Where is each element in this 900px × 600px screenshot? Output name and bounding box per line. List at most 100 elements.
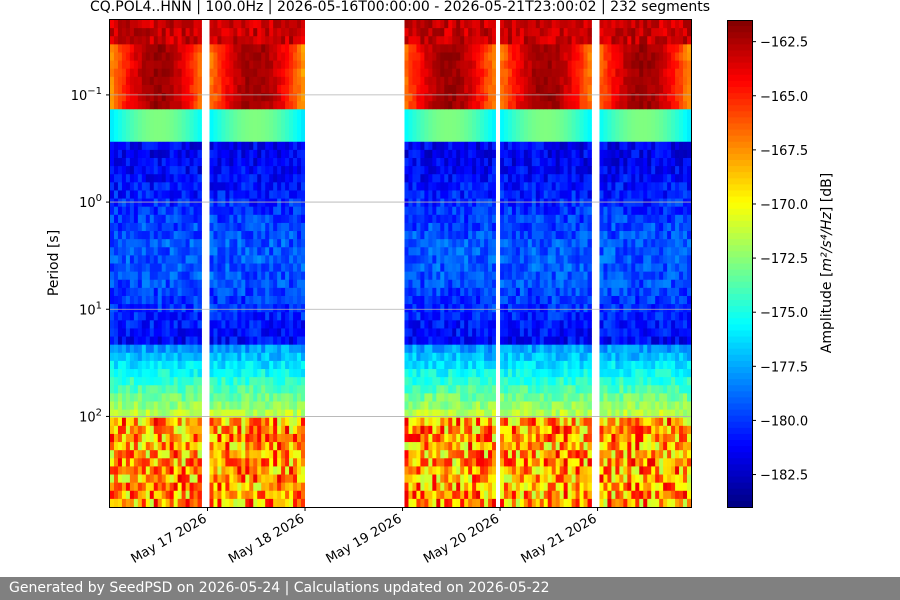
colorbar-segment <box>727 470 752 478</box>
colorbar-segment <box>727 123 752 131</box>
colorbar-segment <box>727 312 752 319</box>
colorbar-segment <box>727 117 752 124</box>
colorbar-segment <box>727 26 752 33</box>
x-tick-label: May 21 2026 <box>519 511 600 566</box>
colorbar-segment <box>727 348 752 356</box>
colorbar-segment <box>727 391 752 398</box>
colorbar-segment <box>727 464 752 471</box>
colorbar-segment <box>727 32 752 39</box>
colorbar-segment <box>727 446 752 453</box>
colorbar-segment <box>727 427 752 435</box>
colorbar-segment <box>727 208 752 216</box>
x-tick-label: May 20 2026 <box>421 511 502 566</box>
plot-frame <box>109 19 692 508</box>
colorbar-segment <box>727 105 752 112</box>
y-tick-label: 10−1 <box>71 86 102 104</box>
colorbar-segment <box>727 336 752 344</box>
colorbar-segment <box>727 80 752 88</box>
colorbar-segment <box>727 293 752 301</box>
colorbar-segment <box>727 135 752 143</box>
colorbar-segment <box>727 38 752 45</box>
data-gap-layer <box>203 20 598 507</box>
colorbar-segment <box>727 44 752 51</box>
colorbar-label: Amplitude [m²/s⁴/Hz] [dB] <box>819 173 835 353</box>
colorbar-segment <box>727 476 752 484</box>
colorbar-segment <box>727 452 752 459</box>
colorbar-segment <box>727 281 752 289</box>
colorbar-segment <box>727 275 752 283</box>
colorbar-segment <box>727 415 752 423</box>
data-gap <box>203 20 208 507</box>
footer-status: Generated by SeedPSD on 2026-05-24 | Cal… <box>0 577 900 600</box>
colorbar-segment <box>727 330 752 338</box>
colorbar-segment <box>727 421 752 429</box>
y-tick-label: 102 <box>79 407 102 425</box>
colorbar-tick-label: −165.0 <box>760 90 808 105</box>
colorbar-segment <box>727 354 752 362</box>
colorbar-segment <box>727 385 752 392</box>
data-gap <box>593 20 598 507</box>
colorbar-segment <box>727 482 752 490</box>
colorbar-segment <box>727 226 752 234</box>
colorbar: −162.5 −165.0 −167.5 −170.0 −172.5 −175.0 −177… <box>727 20 808 508</box>
colorbar-frame <box>727 20 753 508</box>
colorbar-segment <box>727 184 752 191</box>
colorbar-segment <box>727 111 752 118</box>
colorbar-tick-label: −162.5 <box>760 36 808 51</box>
colorbar-segment <box>727 397 752 405</box>
y-axis: 10−1 100 101 102 <box>71 86 110 425</box>
colorbar-segment <box>727 500 752 508</box>
data-gap <box>495 20 501 507</box>
colorbar-segment <box>727 342 752 350</box>
colorbar-segment <box>727 160 752 167</box>
colorbar-tick-label: −177.5 <box>760 360 808 375</box>
x-tick-label: May 18 2026 <box>226 511 307 566</box>
colorbar-tick-label: −175.0 <box>760 306 808 321</box>
colorbar-segment <box>727 220 752 228</box>
colorbar-tick-label: −172.5 <box>760 252 808 267</box>
colorbar-segment <box>727 318 752 325</box>
colorbar-segment <box>727 233 752 240</box>
colorbar-segment <box>727 202 752 210</box>
colorbar-segment <box>727 56 752 64</box>
grid-layer <box>110 94 691 417</box>
colorbar-segment <box>727 245 752 252</box>
colorbar-segment <box>727 239 752 246</box>
colorbar-segment <box>727 153 752 161</box>
colorbar-segment <box>727 74 752 82</box>
colorbar-segment <box>727 360 752 368</box>
colorbar-segment <box>727 214 752 222</box>
colorbar-tick-label: −170.0 <box>760 198 808 213</box>
colorbar-segment <box>727 50 752 58</box>
colorbar-segment <box>727 269 752 277</box>
x-axis: May 17 2026 May 18 2026 May 19 2026 May 20 … <box>129 507 600 567</box>
colorbar-segment <box>727 20 752 27</box>
colorbar-segment <box>727 190 752 198</box>
colorbar-segment <box>727 147 752 155</box>
colorbar-segment <box>727 494 752 502</box>
x-tick-label: May 17 2026 <box>129 511 210 566</box>
colorbar-segment <box>727 68 752 76</box>
colorbar-segment <box>727 403 752 411</box>
colorbar-segment <box>727 366 752 374</box>
colorbar-segment <box>727 488 752 496</box>
colorbar-segment <box>727 166 752 173</box>
colorbar-tick-label: −167.5 <box>760 144 808 159</box>
colorbar-segment <box>727 251 752 258</box>
y-tick-label: 101 <box>79 300 102 318</box>
colorbar-segment <box>727 178 752 185</box>
x-tick-label: May 19 2026 <box>324 511 405 566</box>
data-gap <box>305 20 403 507</box>
colorbar-segment <box>727 379 752 386</box>
y-tick-label: 100 <box>79 193 102 211</box>
colorbar-segment <box>727 196 752 204</box>
colorbar-segment <box>727 99 752 106</box>
colorbar-segment <box>727 93 752 100</box>
psd-chart: CQ.POL4..HNN | 100.0Hz | 2026-05-16T00:0… <box>46 0 835 567</box>
chart-title: CQ.POL4..HNN | 100.0Hz | 2026-05-16T00:0… <box>90 0 710 15</box>
colorbar-segment <box>727 86 752 94</box>
y-axis-label: Period [s] <box>46 230 62 296</box>
colorbar-segment <box>727 287 752 295</box>
colorbar-segment <box>727 458 752 465</box>
